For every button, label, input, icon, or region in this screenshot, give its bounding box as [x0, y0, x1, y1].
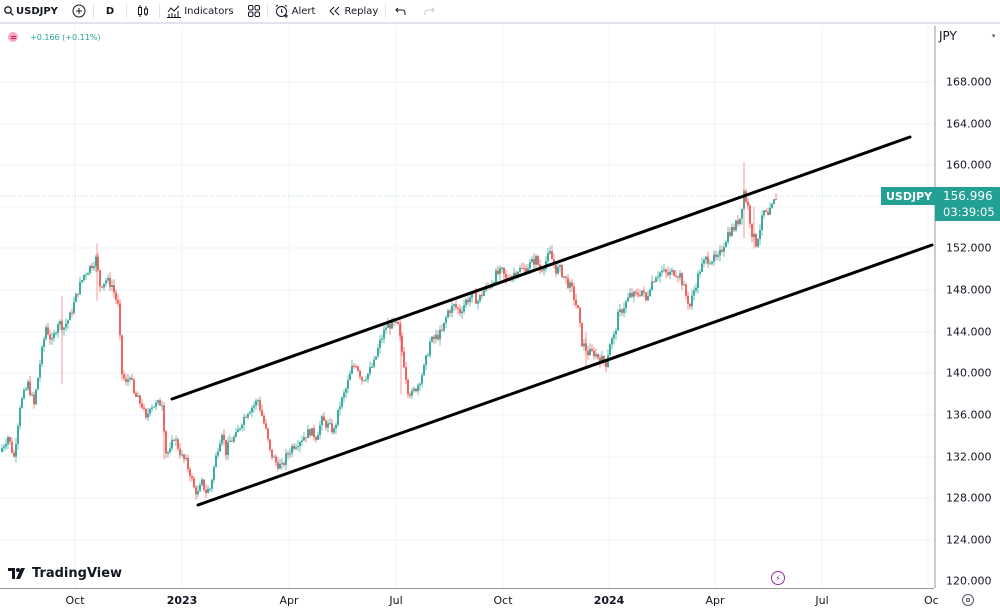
chart-type-button[interactable] — [127, 0, 159, 23]
indicators-icon — [167, 5, 182, 18]
time-tick: Oct — [65, 594, 85, 607]
compare-symbol-button[interactable] — [65, 0, 93, 23]
time-tick: Jul — [815, 594, 829, 607]
search-icon — [4, 6, 14, 16]
grid — [0, 26, 934, 588]
chevron-down-icon: ▾ — [991, 32, 996, 40]
indicators-button[interactable]: Indicators — [160, 0, 240, 23]
top-toolbar: USDJPY D Indicators Alert Replay — [0, 0, 1000, 24]
separator — [385, 4, 387, 18]
bar-countdown: 03:39:05 — [943, 205, 995, 219]
time-tick: Apr — [279, 594, 299, 607]
interval-button[interactable]: D — [94, 0, 126, 23]
price-change: +0.166 (+0.11%) — [30, 32, 101, 42]
symbol-label: USDJPY — [16, 5, 58, 17]
price-tick: 128.000 — [946, 491, 992, 505]
time-tick: Oc — [924, 594, 939, 607]
alert-button[interactable]: Alert — [268, 0, 323, 23]
price-axis[interactable] — [934, 26, 1000, 588]
price-tick: 168.000 — [946, 75, 992, 89]
chart-settings-icon[interactable] — [962, 594, 974, 606]
time-tick: Apr — [705, 594, 725, 607]
undo-button[interactable] — [386, 0, 415, 23]
price-tick: 164.000 — [946, 117, 992, 131]
price-tick: 152.000 — [946, 241, 992, 255]
separator — [92, 4, 94, 18]
price-tick: 140.000 — [946, 366, 992, 380]
lightning-event-icon[interactable]: ⚡ — [771, 571, 785, 585]
candles-icon — [138, 5, 149, 17]
market-status-icon[interactable] — [8, 32, 18, 42]
templates-icon — [247, 5, 260, 17]
price-tick: 144.000 — [946, 325, 992, 339]
series-legend: +0.166 (+0.11%) — [8, 32, 101, 42]
last-price-value: 156.996 — [943, 189, 993, 203]
candlestick-series — [1, 162, 777, 501]
currency-label: JPY — [939, 29, 957, 43]
price-tick: 148.000 — [946, 283, 992, 297]
replay-label: Replay — [344, 5, 379, 17]
tradingview-logo-icon — [8, 567, 25, 579]
price-tick: 124.000 — [946, 533, 992, 547]
price-tick: 120.000 — [946, 574, 992, 588]
upper-channel-line — [170, 135, 912, 401]
alert-clock-icon — [275, 4, 288, 18]
price-tick: 160.000 — [946, 158, 992, 172]
separator — [126, 4, 128, 18]
replay-icon — [329, 6, 340, 16]
time-tick: Jul — [389, 594, 403, 607]
time-tick: 2023 — [166, 594, 198, 607]
indicators-label: Indicators — [184, 5, 234, 17]
undo-icon — [395, 7, 406, 15]
redo-icon — [424, 7, 435, 15]
time-tick: 2024 — [593, 594, 625, 607]
price-tick: 132.000 — [946, 450, 992, 464]
lower-channel-line — [196, 243, 934, 507]
symbol-search-button[interactable]: USDJPY — [0, 0, 65, 23]
last-price-tag: 156.996 03:39:05 — [935, 187, 1000, 221]
templates-button[interactable] — [241, 0, 267, 23]
symbol-price-tag: USDJPY — [881, 187, 938, 205]
tradingview-logo[interactable]: TradingView — [8, 566, 122, 581]
currency-selector[interactable]: JPY ▾ — [939, 29, 995, 43]
alert-label: Alert — [291, 5, 316, 17]
logo-text: TradingView — [32, 566, 123, 581]
add-compare-icon — [72, 4, 86, 18]
interval-label: D — [105, 5, 115, 17]
price-tick: 136.000 — [946, 408, 992, 422]
redo-button[interactable] — [415, 0, 444, 23]
separator — [266, 4, 268, 18]
replay-button[interactable]: Replay — [322, 0, 385, 23]
time-tick: Oct — [493, 594, 513, 607]
separator — [159, 4, 161, 18]
time-axis[interactable] — [0, 588, 934, 612]
